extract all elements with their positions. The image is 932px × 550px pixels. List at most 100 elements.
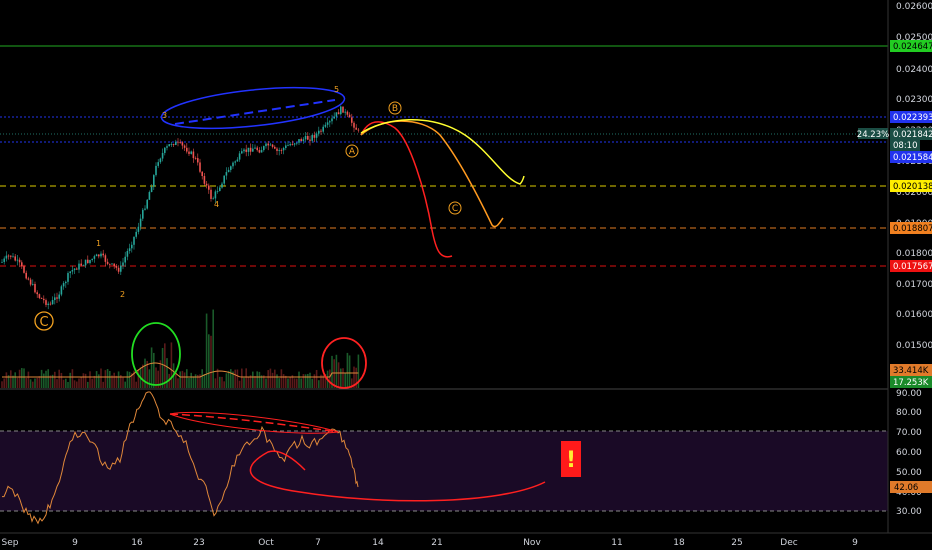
- volume-bar: [293, 378, 296, 388]
- candle-body: [342, 106, 344, 113]
- candle-body: [232, 162, 234, 167]
- candle-body: [337, 112, 340, 115]
- red-projection-curve[interactable]: [360, 121, 453, 258]
- candle-body: [188, 151, 190, 154]
- orange-projection-curve[interactable]: [360, 120, 504, 228]
- candle-body: [95, 254, 98, 257]
- blue-dashed-trendline[interactable]: [174, 99, 336, 125]
- candle-body: [241, 151, 243, 154]
- candle-body: [258, 150, 261, 153]
- candle-body: [161, 152, 164, 159]
- yellow-projection-curve[interactable]: [360, 118, 525, 185]
- wave-label-3: 3: [162, 111, 167, 120]
- volume-bar: [21, 368, 23, 388]
- volume-bar: [166, 358, 168, 388]
- volume-bar: [203, 374, 206, 388]
- volume-bar: [51, 374, 54, 388]
- candle-body: [16, 259, 19, 261]
- rsi-red-ellipse[interactable]: [169, 411, 339, 434]
- volume-bar: [1, 381, 3, 388]
- candle-body: [128, 248, 131, 251]
- rsi-red-arrow-curve[interactable]: [249, 450, 546, 502]
- rsi-dashed-divergence-line[interactable]: [169, 413, 339, 433]
- volume-bar: [274, 369, 276, 388]
- candle-body: [293, 143, 296, 145]
- candle-body: [291, 144, 294, 145]
- candle-body: [271, 144, 274, 147]
- volume-bar: [219, 376, 221, 388]
- candle-body: [80, 263, 82, 266]
- candle-body: [49, 303, 52, 305]
- candle-body: [329, 121, 331, 123]
- candle-body: [120, 265, 122, 272]
- candle-body: [150, 186, 153, 193]
- price-tag-text: 08:10: [893, 141, 918, 151]
- volume-bar: [117, 371, 120, 388]
- candle-body: [175, 141, 177, 146]
- candle-body: [71, 270, 74, 272]
- candle-body: [111, 263, 113, 265]
- volume-bar: [23, 368, 25, 388]
- volume-bars: [1, 309, 360, 388]
- green-circle-drawing[interactable]: [131, 322, 181, 386]
- price-tag-text: 33.414K: [893, 366, 929, 376]
- candle-body: [210, 189, 212, 199]
- candle-body: [236, 159, 239, 162]
- volume-bar: [282, 374, 285, 388]
- volume-bar: [258, 371, 261, 388]
- candle-body: [227, 169, 230, 173]
- volume-bar: [10, 370, 12, 388]
- price-tag-text: 0.017567: [893, 262, 932, 272]
- volume-bar: [194, 374, 197, 388]
- candle-body: [124, 256, 126, 263]
- volume-bar: [177, 378, 179, 388]
- candle-body: [219, 187, 221, 192]
- rsi-line: [2, 391, 359, 525]
- blue-ellipse-drawing[interactable]: [160, 80, 347, 135]
- volume-bar: [128, 371, 131, 388]
- volume-bar: [322, 375, 324, 388]
- volume-bar: [346, 352, 349, 388]
- price-tag-blue-upper: [890, 111, 932, 123]
- volume-bar: [190, 372, 192, 388]
- volume-bar: [34, 378, 36, 388]
- drawings[interactable]: !: [131, 80, 581, 502]
- volume-bar: [291, 375, 294, 388]
- volume-bar: [216, 368, 219, 388]
- volume-bar: [353, 366, 355, 388]
- volume-bar: [98, 374, 100, 388]
- candle-body: [21, 262, 23, 267]
- volume-bar: [318, 380, 320, 388]
- red-circle-drawing[interactable]: [321, 337, 367, 389]
- candle-body: [199, 162, 201, 172]
- volume-bar: [311, 378, 313, 388]
- candle-body: [311, 135, 313, 141]
- wave-b-circle: [388, 101, 402, 115]
- volume-bar: [95, 371, 98, 388]
- volume-bar: [14, 372, 16, 388]
- volume-bar: [131, 373, 133, 388]
- volume-bar: [199, 374, 201, 388]
- volume-bar: [104, 370, 107, 388]
- time-axis[interactable]: Sep 9 16 23 Oct 7 14 21 Nov 11 18 25 Dec 9: [2, 538, 859, 548]
- candle-body: [87, 259, 89, 264]
- time-label: Dec: [780, 538, 797, 548]
- volume-bar: [45, 370, 47, 388]
- candle-body: [5, 255, 8, 259]
- volume-bar: [144, 358, 146, 388]
- volume-bar: [71, 369, 74, 388]
- candle-body: [117, 267, 120, 272]
- price-tag-text: 0.024647: [893, 42, 932, 52]
- volume-bar: [238, 380, 241, 388]
- price-tag-orange: [890, 222, 932, 234]
- volume-bar: [109, 370, 111, 388]
- volume-bar: [324, 374, 327, 388]
- candle-body: [62, 283, 65, 287]
- warning-box[interactable]: [561, 441, 581, 477]
- candle-body: [32, 283, 34, 285]
- volume-bar: [192, 376, 195, 388]
